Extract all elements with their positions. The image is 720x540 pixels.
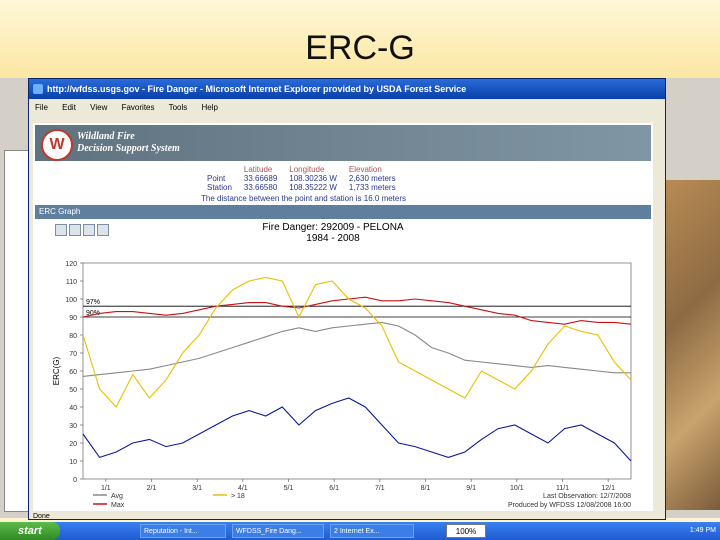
chart-toolbar xyxy=(55,223,111,236)
menu-edit[interactable]: Edit xyxy=(62,103,76,112)
chart-title-block: Fire Danger: 292009 - PELONA 1984 - 2008 xyxy=(183,222,483,244)
y-tick-label: 20 xyxy=(69,441,77,448)
chart-title: Fire Danger: 292009 - PELONA xyxy=(262,222,404,233)
legend-note: Last Observation: 12/7/2008 xyxy=(543,493,631,500)
table-row: Point 33.66689 108.30236 W 2,630 meters xyxy=(201,174,402,183)
y-axis-label: ERC(G) xyxy=(52,356,61,385)
background-sidebar xyxy=(4,150,32,512)
menu-tools[interactable]: Tools xyxy=(168,103,188,112)
x-tick-label: 11/1 xyxy=(556,485,569,492)
menu-help[interactable]: Help xyxy=(201,103,218,112)
menu-file[interactable]: File xyxy=(35,103,48,112)
y-tick-label: 40 xyxy=(69,405,77,412)
start-button[interactable]: start xyxy=(0,522,60,540)
x-tick-label: 4/1 xyxy=(238,485,248,492)
y-tick-label: 70 xyxy=(69,351,77,358)
y-tick-label: 110 xyxy=(66,279,77,286)
x-tick-label: 6/1 xyxy=(329,485,339,492)
x-tick-label: 8/1 xyxy=(421,485,431,492)
y-tick-label: 60 xyxy=(69,369,77,376)
wfdss-name-line2: Decision Support System xyxy=(77,143,180,154)
export-icon[interactable] xyxy=(97,224,109,236)
browser-titlebar[interactable]: http://wfdss.usgs.gov - Fire Danger - Mi… xyxy=(29,79,665,99)
x-tick-label: 2/1 xyxy=(147,485,157,492)
desktop-map-background xyxy=(664,180,720,510)
browser-window: http://wfdss.usgs.gov - Fire Danger - Mi… xyxy=(28,78,666,520)
wfdss-name: Wildland Fire Decision Support System xyxy=(77,131,180,155)
legend-label: Max xyxy=(111,502,125,509)
print-icon[interactable] xyxy=(69,224,81,236)
x-tick-label: 7/1 xyxy=(375,485,385,492)
x-tick-label: 9/1 xyxy=(466,485,476,492)
header-elevation: Elevation xyxy=(348,165,382,174)
y-tick-label: 90 xyxy=(69,315,77,322)
y-tick-label: 10 xyxy=(69,459,77,466)
row-latitude: 33.66689 xyxy=(243,174,278,183)
y-tick-label: 100 xyxy=(65,297,77,304)
row-elevation: 2,630 meters xyxy=(348,174,396,183)
row-longitude: 108.35222 W xyxy=(289,183,337,192)
header-latitude: Latitude xyxy=(243,165,273,174)
chart-subtitle: 1984 - 2008 xyxy=(306,233,360,244)
x-tick-label: 3/1 xyxy=(192,485,202,492)
series-line xyxy=(82,321,631,377)
page-content: W Wildland Fire Decision Support System … xyxy=(33,123,653,511)
header-longitude: Longitude xyxy=(289,165,325,174)
row-latitude: 33.66580 xyxy=(243,183,278,192)
series-line xyxy=(82,397,632,462)
taskbar-item[interactable]: 2 Internet Ex... xyxy=(330,524,414,538)
row-label: Station xyxy=(207,183,232,192)
menu-view[interactable]: View xyxy=(90,103,108,112)
save-icon[interactable] xyxy=(55,224,67,236)
row-label: Point xyxy=(207,174,226,183)
menu-favorites[interactable]: Favorites xyxy=(121,103,155,112)
status-text: Done xyxy=(33,513,50,520)
taskbar: start Reputation - Int... WFDSS_Fire Dan… xyxy=(0,522,720,540)
clock: 1:49 PM xyxy=(689,527,716,534)
location-table: Latitude Longitude Elevation Point 33.66… xyxy=(201,165,402,192)
legend-label: Avg xyxy=(111,493,123,500)
table-row: Station 33.66580 108.35222 W 1,733 meter… xyxy=(201,183,402,192)
taskbar-item[interactable]: WFDSS_Fire Dang... xyxy=(232,524,324,538)
slide-title: ERC-G xyxy=(0,0,720,78)
y-tick-label: 80 xyxy=(69,333,77,340)
ie-icon xyxy=(33,84,43,94)
erc-graph-header: ERC Graph xyxy=(35,205,651,219)
browser-statusbar: Done xyxy=(33,513,653,521)
copy-icon[interactable] xyxy=(83,224,95,236)
x-tick-label: 12/1 xyxy=(601,485,615,492)
x-tick-label: 10/1 xyxy=(510,485,524,492)
series-line xyxy=(82,296,632,325)
row-longitude: 108.30236 W xyxy=(289,174,337,183)
percentile-label: 90% xyxy=(86,310,100,317)
row-elevation: 1,733 meters xyxy=(348,183,396,192)
y-tick-label: 120 xyxy=(65,261,77,268)
browser-title: http://wfdss.usgs.gov - Fire Danger - Mi… xyxy=(47,84,467,94)
legend-label: > 18 xyxy=(231,493,245,500)
wfdss-name-line1: Wildland Fire xyxy=(77,131,135,142)
browser-menubar: File Edit View Favorites Tools Help xyxy=(29,99,665,117)
legend-note: Produced by WFDSS 12/08/2008 16:00 xyxy=(508,502,631,509)
x-tick-label: 5/1 xyxy=(284,485,294,492)
wfdss-header: W Wildland Fire Decision Support System xyxy=(35,125,651,161)
zoom-level[interactable]: 100% xyxy=(446,524,486,538)
x-tick-label: 1/1 xyxy=(101,485,111,492)
distance-note: The distance between the point and stati… xyxy=(201,194,407,203)
y-tick-label: 30 xyxy=(69,423,77,430)
percentile-label: 97% xyxy=(86,299,100,306)
series-line xyxy=(82,276,632,408)
wfdss-logo-icon: W xyxy=(41,129,73,161)
y-tick-label: 0 xyxy=(73,477,77,484)
taskbar-item[interactable]: Reputation - Int... xyxy=(140,524,226,538)
y-tick-label: 50 xyxy=(69,387,77,394)
erc-chart: 0 10 20 30 40 50 60 70 80 90 100 110 120 1/1 2/1 3/1 4/1… xyxy=(52,261,632,509)
